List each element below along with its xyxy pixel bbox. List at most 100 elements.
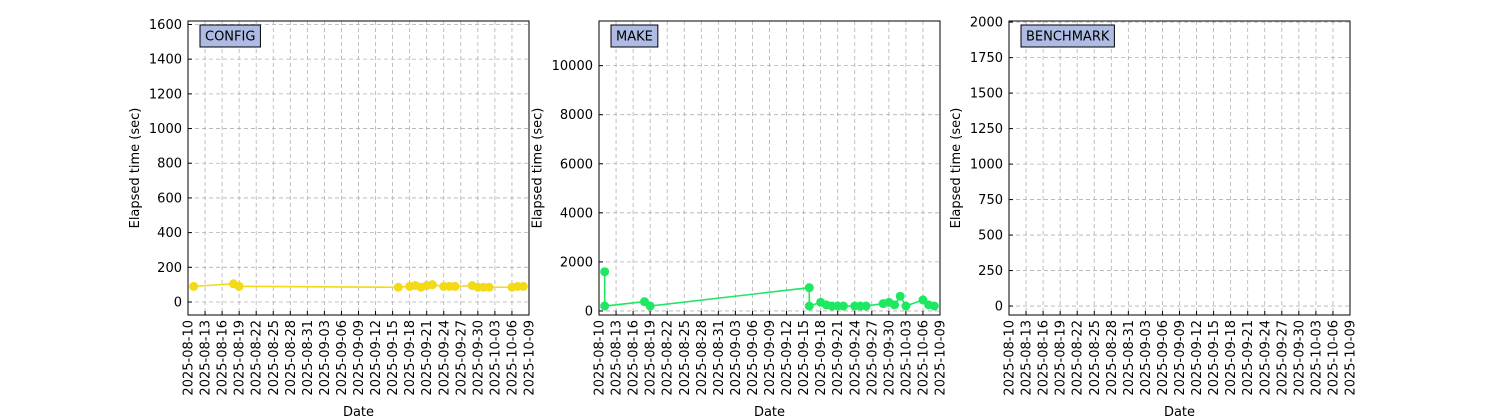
- x-tick-label: 2025-09-18: [1224, 320, 1239, 396]
- panel-title: MAKE: [616, 30, 653, 45]
- x-tick-label: 2025-08-22: [250, 320, 265, 396]
- y-tick-label: 10000: [552, 59, 593, 74]
- x-tick-label: 2025-09-09: [352, 320, 367, 396]
- data-point: [890, 300, 900, 310]
- x-tick-label: 2025-10-06: [916, 320, 931, 396]
- x-tick-label: 2025-10-06: [1326, 320, 1341, 396]
- x-tick-label: 2025-08-19: [233, 320, 248, 396]
- x-tick-label: 2025-09-30: [1292, 320, 1307, 396]
- y-tick-label: 1000: [149, 122, 182, 137]
- y-tick-label: 6000: [560, 157, 593, 172]
- y-axis-label: Elapsed time (sec): [949, 108, 964, 229]
- panel-title: BENCHMARK: [1026, 30, 1110, 45]
- title-box: [199, 24, 261, 48]
- y-tick-label: 1250: [970, 122, 1003, 137]
- data-point: [895, 291, 905, 301]
- data-point: [427, 280, 437, 290]
- x-tick-label: 2025-09-12: [1190, 320, 1205, 396]
- x-tick-label: 2025-09-09: [1173, 320, 1188, 396]
- y-axis-label: Elapsed time (sec): [531, 108, 546, 229]
- x-tick-label: 2025-10-06: [505, 320, 520, 396]
- x-tick-label: 2025-09-03: [1139, 320, 1154, 396]
- data-point: [804, 301, 814, 311]
- title-box: [610, 24, 659, 48]
- x-axis-label: Date: [754, 405, 785, 420]
- x-tick-label: 2025-09-21: [831, 320, 846, 396]
- x-tick-label: 2025-08-13: [1020, 320, 1035, 396]
- y-tick-label: 750: [978, 193, 1003, 208]
- x-tick-label: 2025-09-18: [403, 320, 418, 396]
- title-box: [1020, 24, 1115, 48]
- x-axis-label: Date: [1164, 405, 1195, 420]
- x-tick-label: 2025-08-16: [216, 320, 231, 396]
- data-point: [450, 281, 460, 291]
- x-tick-label: 2025-08-22: [661, 320, 676, 396]
- y-axis-label: Elapsed time (sec): [128, 108, 143, 229]
- y-tick-label: 0: [174, 295, 182, 310]
- x-tick-label: 2025-08-13: [199, 320, 214, 396]
- data-point: [484, 282, 494, 292]
- data-line: [603, 271, 935, 308]
- x-tick-label: 2025-09-06: [1156, 320, 1171, 396]
- y-tick-label: 1200: [149, 87, 182, 102]
- y-tick-label: 0: [995, 300, 1003, 315]
- y-tick-label: 2000: [970, 16, 1003, 31]
- x-tick-label: 2025-08-31: [301, 320, 316, 396]
- x-tick-label: 2025-09-03: [318, 320, 333, 396]
- y-tick-label: 1500: [970, 87, 1003, 102]
- data-point: [804, 283, 814, 293]
- x-tick-label: 2025-09-24: [1258, 320, 1273, 396]
- x-tick-label: 2025-08-28: [284, 320, 299, 396]
- y-tick-label: 2000: [560, 255, 593, 270]
- x-tick-label: 2025-09-21: [1241, 320, 1256, 396]
- y-tick-label: 0: [585, 304, 593, 319]
- axes-frame: [1008, 20, 1351, 316]
- x-tick-label: 2025-10-03: [488, 320, 503, 396]
- x-tick-label: 2025-09-15: [1207, 320, 1222, 396]
- data-point: [600, 267, 610, 277]
- x-tick-label: 2025-09-12: [780, 320, 795, 396]
- data-point: [861, 301, 871, 311]
- x-tick-label: 2025-10-03: [899, 320, 914, 396]
- x-tick-label: 2025-09-18: [814, 320, 829, 396]
- x-tick-label: 2025-08-16: [627, 320, 642, 396]
- y-tick-label: 1750: [970, 51, 1003, 66]
- x-tick-label: 2025-08-19: [1054, 320, 1069, 396]
- x-tick-label: 2025-10-09: [523, 320, 538, 396]
- x-axis-label: Date: [343, 405, 374, 420]
- y-tick-label: 400: [157, 226, 182, 241]
- y-tick-label: 4000: [560, 206, 593, 221]
- x-tick-label: 2025-10-09: [934, 320, 949, 396]
- x-tick-label: 2025-08-25: [267, 320, 282, 396]
- data-point: [234, 281, 244, 291]
- x-tick-label: 2025-08-13: [610, 320, 625, 396]
- x-tick-label: 2025-09-24: [437, 320, 452, 396]
- x-tick-label: 2025-08-10: [593, 320, 608, 396]
- x-tick-label: 2025-09-09: [763, 320, 778, 396]
- x-tick-label: 2025-08-25: [1088, 320, 1103, 396]
- y-tick-label: 800: [157, 157, 182, 172]
- x-tick-label: 2025-09-21: [420, 320, 435, 396]
- data-point: [901, 301, 911, 311]
- data-point: [600, 301, 610, 311]
- x-tick-label: 2025-10-09: [1344, 320, 1359, 396]
- x-tick-label: 2025-09-27: [1275, 320, 1290, 396]
- data-point: [189, 281, 199, 291]
- y-tick-label: 600: [157, 191, 182, 206]
- x-tick-label: 2025-09-06: [335, 320, 350, 396]
- x-tick-label: 2025-08-28: [695, 320, 710, 396]
- x-tick-label: 2025-08-19: [644, 320, 659, 396]
- data-point: [518, 281, 528, 291]
- x-tick-label: 2025-08-22: [1071, 320, 1086, 396]
- data-point: [393, 282, 403, 292]
- x-tick-label: 2025-10-03: [1309, 320, 1324, 396]
- y-tick-label: 1000: [970, 158, 1003, 173]
- data-point: [929, 301, 939, 311]
- data-point: [838, 301, 848, 311]
- x-tick-label: 2025-09-27: [454, 320, 469, 396]
- x-tick-label: 2025-08-25: [678, 320, 693, 396]
- y-tick-label: 1600: [149, 18, 182, 33]
- data-point: [645, 301, 655, 311]
- x-tick-label: 2025-09-30: [471, 320, 486, 396]
